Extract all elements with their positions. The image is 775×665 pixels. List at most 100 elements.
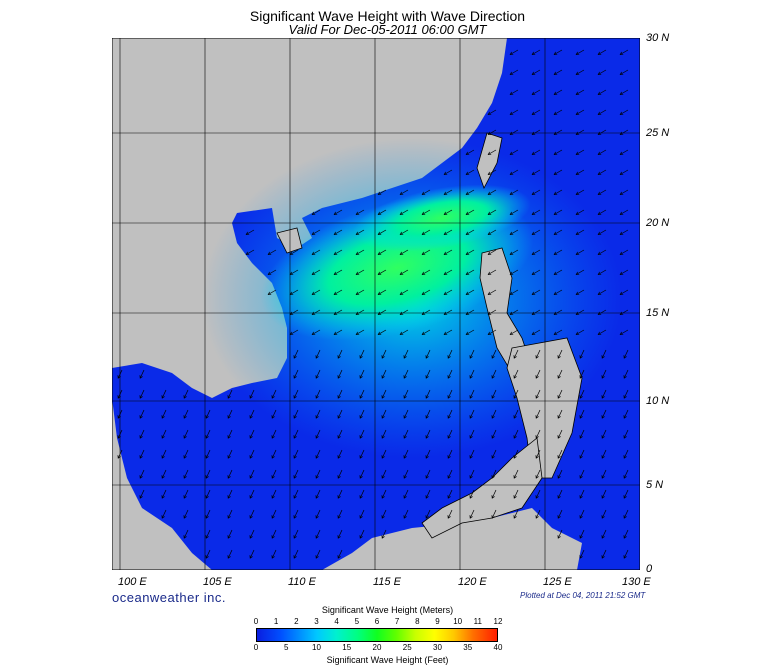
wave-arrow [447,349,453,359]
wave-arrow [337,549,343,559]
wave-arrow [356,229,365,235]
wave-arrow-head [377,251,382,255]
wave-arrow [161,509,167,519]
wave-arrow [337,369,343,379]
wave-arrow [620,229,629,235]
wave-arrow-head [597,91,602,95]
wave-arrow-head [117,375,121,379]
wave-arrow [579,429,585,439]
wave-height-map [112,38,640,570]
wave-arrow-head [509,291,514,295]
wave-arrow-head [381,395,385,399]
wave-arrow-head [579,555,583,559]
wave-arrow [227,389,233,399]
lon-label: 105 E [203,576,232,588]
wave-arrow [513,429,519,439]
wave-arrow [535,509,541,519]
wave-arrow [620,269,629,275]
wave-arrow-head [491,495,495,499]
wave-arrow-head [289,251,294,255]
wave-arrow [359,489,365,499]
wave-arrow [466,189,475,195]
meters-tick: 4 [334,617,339,626]
wave-arrow [466,289,475,295]
wave-arrow [554,329,563,335]
wave-arrow [579,449,585,459]
wave-arrow [227,409,233,419]
wave-arrow [227,509,233,519]
wave-arrow-head [531,311,536,315]
wave-arrow [554,69,563,75]
wave-arrow [444,209,453,215]
wave-arrow [532,49,541,55]
wave-arrow [378,329,387,335]
wave-arrow-head [183,435,187,439]
wave-arrow [601,369,607,379]
high-wave-zone-north [353,184,531,252]
wave-arrow [535,449,541,459]
wave-arrow [315,349,321,359]
wave-arrow [249,509,255,519]
wave-arrow [513,389,519,399]
wave-arrow-head [535,435,539,439]
feet-tick: 5 [284,643,289,652]
wave-arrow [532,69,541,75]
wave-arrow [601,469,607,479]
wave-arrow [557,509,563,519]
wave-arrow [444,289,453,295]
wave-arrow [161,469,167,479]
wave-arrow [576,149,585,155]
wave-arrow-head [205,495,209,499]
wave-arrow [183,469,189,479]
wave-arrow-head [359,355,363,359]
wave-arrow [293,509,299,519]
wave-arrow [532,309,541,315]
wave-arrow [205,529,211,539]
wave-arrow [293,549,299,559]
wave-arrow-head [553,251,558,255]
wave-arrow [271,389,277,399]
wave-arrow-head [513,435,517,439]
plotted-timestamp: Plotted at Dec 04, 2011 21:52 GMT [520,591,646,600]
wave-arrow-head [267,291,272,295]
wave-arrow [425,449,431,459]
wave-arrow [312,269,321,275]
wave-arrow-head [575,231,580,235]
wave-arrow [532,249,541,255]
wave-arrow-head [465,191,470,195]
wave-arrow [554,249,563,255]
wave-arrow-head [337,555,341,559]
wave-arrow [554,129,563,135]
wave-arrow-head [315,535,319,539]
wave-arrow [381,369,387,379]
wave-arrow [579,349,585,359]
wave-arrow [293,469,299,479]
wave-arrow [422,189,431,195]
wave-arrow [513,489,519,499]
wave-arrow [400,209,409,215]
wave-arrow-head [315,555,319,559]
wave-arrow [356,249,365,255]
wave-arrow [623,389,629,399]
wave-arrow [623,429,629,439]
wave-arrow-head [487,331,492,335]
wave-arrow-head [487,171,492,175]
wave-arrow [557,469,563,479]
wave-arrow [554,229,563,235]
wave-arrow-head [245,231,250,235]
wave-arrow [469,369,475,379]
wave-arrow-head [487,291,492,295]
wave-arrow-head [597,291,602,295]
wave-arrow [532,169,541,175]
wave-arrow-head [553,171,558,175]
wave-arrow-head [557,395,561,399]
wave-arrow-head [377,211,382,215]
wave-arrow [356,289,365,295]
wave-arrow-head [381,415,385,419]
wave-arrow-head [487,111,492,115]
feet-tick: 35 [463,643,473,652]
lon-label: 115 E [373,576,401,588]
wave-arrow [312,209,321,215]
wave-arrow [535,469,541,479]
wave-arrow-head [271,395,275,399]
